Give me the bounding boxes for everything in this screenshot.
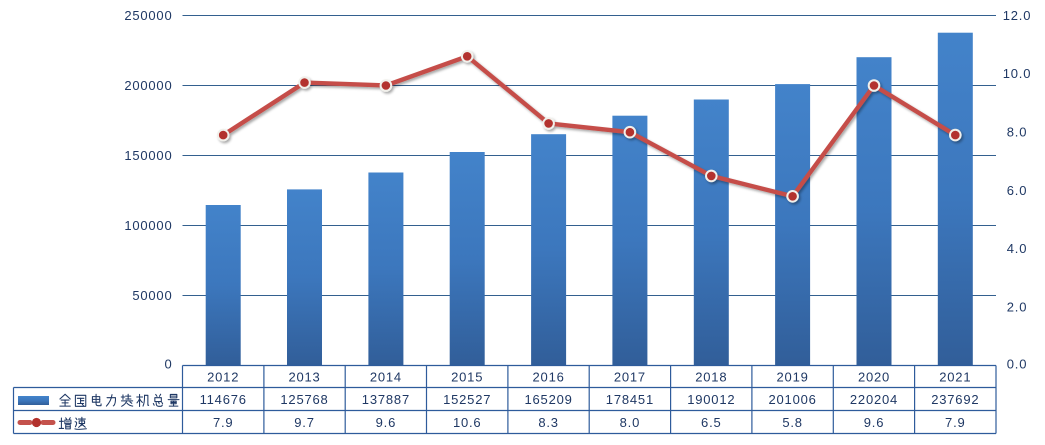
svg-text:178451: 178451 xyxy=(606,392,654,407)
svg-text:4.0: 4.0 xyxy=(1007,241,1027,256)
svg-text:9.7: 9.7 xyxy=(294,415,314,430)
svg-text:2021: 2021 xyxy=(939,369,971,384)
svg-text:50000: 50000 xyxy=(132,288,172,303)
svg-text:2013: 2013 xyxy=(288,369,320,384)
svg-text:2.0: 2.0 xyxy=(1007,300,1027,315)
svg-text:190012: 190012 xyxy=(687,392,735,407)
svg-text:10.0: 10.0 xyxy=(1003,66,1032,81)
svg-text:10.6: 10.6 xyxy=(453,415,482,430)
svg-text:8.0: 8.0 xyxy=(1007,125,1027,140)
svg-text:150000: 150000 xyxy=(124,148,172,163)
svg-text:2016: 2016 xyxy=(533,369,565,384)
svg-text:8.3: 8.3 xyxy=(538,415,558,430)
svg-text:2020: 2020 xyxy=(858,369,890,384)
svg-text:137887: 137887 xyxy=(362,392,410,407)
svg-text:6.0: 6.0 xyxy=(1007,183,1027,198)
svg-text:0: 0 xyxy=(164,356,172,371)
svg-text:8.0: 8.0 xyxy=(620,415,640,430)
svg-text:250000: 250000 xyxy=(124,8,172,23)
svg-text:2012: 2012 xyxy=(207,369,239,384)
svg-text:2017: 2017 xyxy=(614,369,646,384)
svg-text:2019: 2019 xyxy=(777,369,809,384)
svg-text:2014: 2014 xyxy=(370,369,402,384)
svg-text:237692: 237692 xyxy=(931,392,979,407)
svg-text:9.6: 9.6 xyxy=(376,415,396,430)
svg-text:12.0: 12.0 xyxy=(1003,8,1032,23)
svg-text:7.9: 7.9 xyxy=(213,415,233,430)
svg-text:9.6: 9.6 xyxy=(864,415,884,430)
svg-text:165209: 165209 xyxy=(525,392,573,407)
svg-text:2018: 2018 xyxy=(695,369,727,384)
svg-text:100000: 100000 xyxy=(124,218,172,233)
svg-text:6.5: 6.5 xyxy=(701,415,721,430)
svg-text:2015: 2015 xyxy=(451,369,483,384)
svg-text:220204: 220204 xyxy=(850,392,898,407)
svg-text:200000: 200000 xyxy=(124,78,172,93)
svg-text:7.9: 7.9 xyxy=(945,415,965,430)
svg-text:201006: 201006 xyxy=(769,392,817,407)
svg-text:114676: 114676 xyxy=(200,392,247,407)
svg-text:152527: 152527 xyxy=(443,392,491,407)
svg-text:125768: 125768 xyxy=(280,392,328,407)
svg-text:0.0: 0.0 xyxy=(1007,356,1027,371)
svg-text:5.8: 5.8 xyxy=(782,415,802,430)
